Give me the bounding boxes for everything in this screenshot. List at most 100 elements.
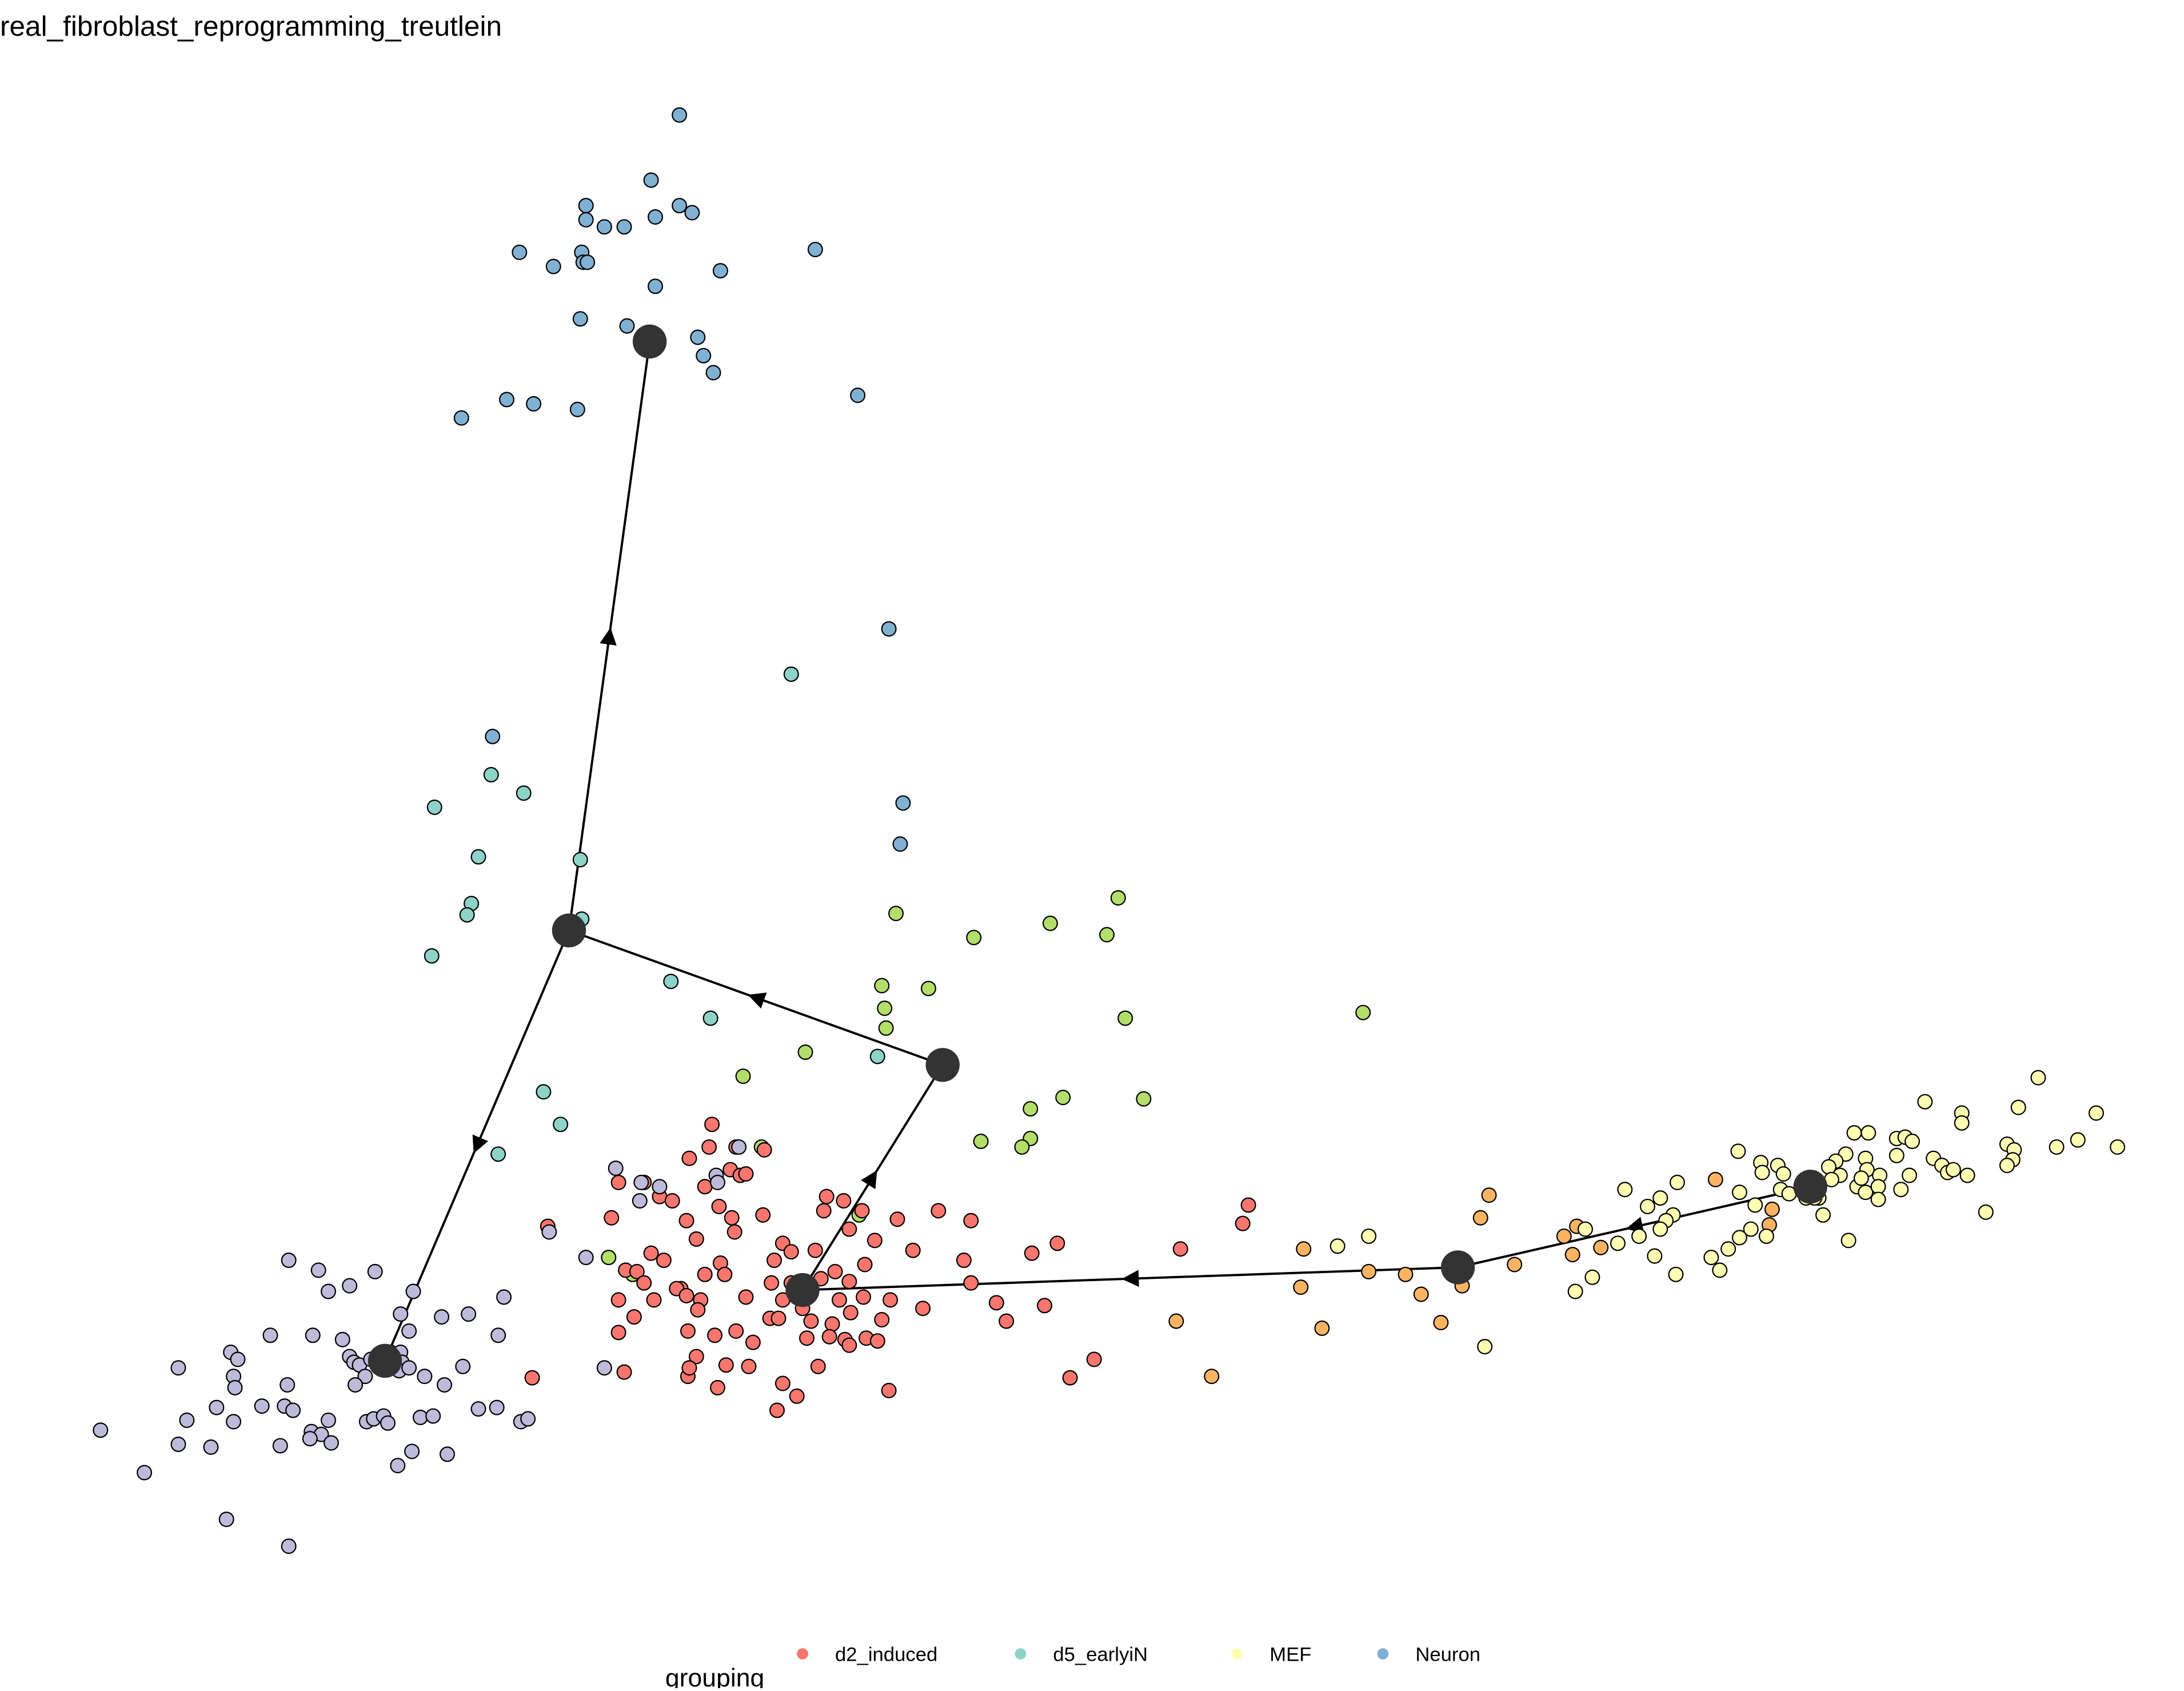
point-mef xyxy=(1647,1248,1663,1264)
milestone-node xyxy=(368,1343,402,1378)
point-d2-induced xyxy=(803,1313,819,1329)
point-d2-induced xyxy=(688,1349,704,1365)
point-d2-induced xyxy=(816,1203,832,1219)
point-myocyte xyxy=(461,1306,477,1322)
point-mef xyxy=(2070,1132,2086,1148)
point-mef xyxy=(1888,1147,1904,1163)
point-myocyte xyxy=(302,1431,318,1447)
point-myocyte xyxy=(321,1412,337,1428)
point-mef xyxy=(1870,1179,1886,1195)
point-neuron xyxy=(705,365,721,381)
point-myocyte xyxy=(305,1327,321,1343)
point-mef xyxy=(1775,1166,1791,1182)
point-mef xyxy=(1669,1174,1685,1190)
point-d2-induced xyxy=(783,1244,799,1260)
legend-label-myocyte: Myocyte xyxy=(1269,1686,1343,1688)
point-d2-induced xyxy=(745,1334,761,1350)
point-d2-induced xyxy=(810,1358,826,1374)
point-d5-earlyin xyxy=(663,974,679,990)
point-d5-intermediate xyxy=(735,1068,751,1084)
point-myocyte xyxy=(470,1401,486,1417)
trajectory-milestones xyxy=(368,324,1827,1378)
point-myocyte xyxy=(652,1179,668,1195)
point-mef xyxy=(2030,1070,2046,1086)
point-d2-induced xyxy=(831,1292,847,1308)
point-d2-induced xyxy=(1172,1241,1188,1257)
point-d2-intermediate xyxy=(1433,1315,1449,1331)
point-d2-induced xyxy=(724,1210,740,1226)
point-d2-induced xyxy=(799,1330,815,1346)
point-d2-induced xyxy=(1240,1197,1256,1213)
point-d2-intermediate xyxy=(1413,1286,1429,1302)
point-myocyte xyxy=(280,1377,296,1393)
point-myocyte xyxy=(334,1331,350,1347)
point-neuron xyxy=(672,198,688,214)
point-d2-induced xyxy=(710,1379,726,1395)
point-myocyte xyxy=(405,1283,421,1299)
point-d2-induced xyxy=(827,1263,843,1279)
point-neuron xyxy=(881,621,897,637)
point-mef xyxy=(1954,1115,1970,1131)
point-d2-intermediate xyxy=(1593,1239,1609,1255)
point-d2-induced xyxy=(726,1224,742,1240)
point-d2-induced xyxy=(905,1242,921,1258)
point-d2-induced xyxy=(841,1221,857,1237)
point-myocyte xyxy=(489,1399,505,1415)
point-d2-induced xyxy=(697,1179,713,1195)
point-d2-induced xyxy=(755,1207,771,1223)
point-d2-induced xyxy=(678,1213,694,1229)
point-d2-induced xyxy=(883,1292,899,1308)
point-mef xyxy=(1978,1204,1994,1220)
point-d5-earlyin xyxy=(702,1010,718,1026)
point-d2-induced xyxy=(841,1337,857,1353)
point-d5-intermediate xyxy=(601,1250,617,1266)
legend-label-d2-intermediate: d2_intermediate xyxy=(835,1686,977,1688)
point-d5-intermediate xyxy=(797,1044,813,1060)
point-myocyte xyxy=(230,1351,246,1367)
point-d5-intermediate xyxy=(1117,1010,1133,1026)
point-d2-induced xyxy=(774,1375,790,1391)
point-mef xyxy=(1904,1134,1921,1150)
point-d2-intermediate xyxy=(1481,1187,1497,1203)
point-d2-induced xyxy=(963,1275,979,1291)
point-myocyte xyxy=(281,1538,297,1554)
point-neuron xyxy=(545,258,561,274)
point-d2-induced xyxy=(1049,1235,1065,1251)
point-d2-induced xyxy=(524,1370,540,1386)
point-d2-induced xyxy=(988,1295,1004,1311)
point-d2-intermediate xyxy=(1204,1369,1220,1385)
point-d2-intermediate xyxy=(1556,1228,1572,1244)
point-d2-induced xyxy=(701,1139,717,1155)
point-d2-induced xyxy=(717,1266,733,1282)
point-mef xyxy=(1747,1197,1763,1213)
point-myocyte xyxy=(455,1358,471,1374)
cell-points xyxy=(93,107,2126,1554)
point-mef xyxy=(1567,1283,1583,1299)
point-d2-induced xyxy=(610,1174,626,1190)
point-d2-induced xyxy=(718,1357,734,1373)
milestone-node xyxy=(1440,1250,1475,1285)
point-d2-induced xyxy=(681,1360,697,1376)
point-mef xyxy=(1959,1167,1975,1183)
point-d2-induced xyxy=(741,1358,757,1374)
point-d2-induced xyxy=(854,1203,870,1219)
point-d2-induced xyxy=(656,1253,672,1269)
point-mef xyxy=(2010,1099,2026,1115)
point-myocyte xyxy=(170,1436,186,1452)
legend-swatch-mef xyxy=(1231,1648,1243,1660)
milestone-node xyxy=(1793,1170,1827,1204)
point-mef xyxy=(1631,1228,1647,1244)
point-myocyte xyxy=(254,1398,270,1414)
point-neuron xyxy=(485,728,501,744)
point-d2-intermediate xyxy=(1507,1257,1523,1273)
point-myocyte xyxy=(496,1289,512,1305)
point-d2-induced xyxy=(688,1231,704,1247)
legend: grouping d2_induced d2_intermediate d5_ear… xyxy=(665,1644,1480,1691)
point-myocyte xyxy=(203,1439,219,1455)
point-mef xyxy=(1610,1235,1626,1251)
point-d2-intermediate xyxy=(1564,1247,1580,1263)
point-neuron xyxy=(569,401,585,417)
point-d2-induced xyxy=(704,1116,720,1132)
